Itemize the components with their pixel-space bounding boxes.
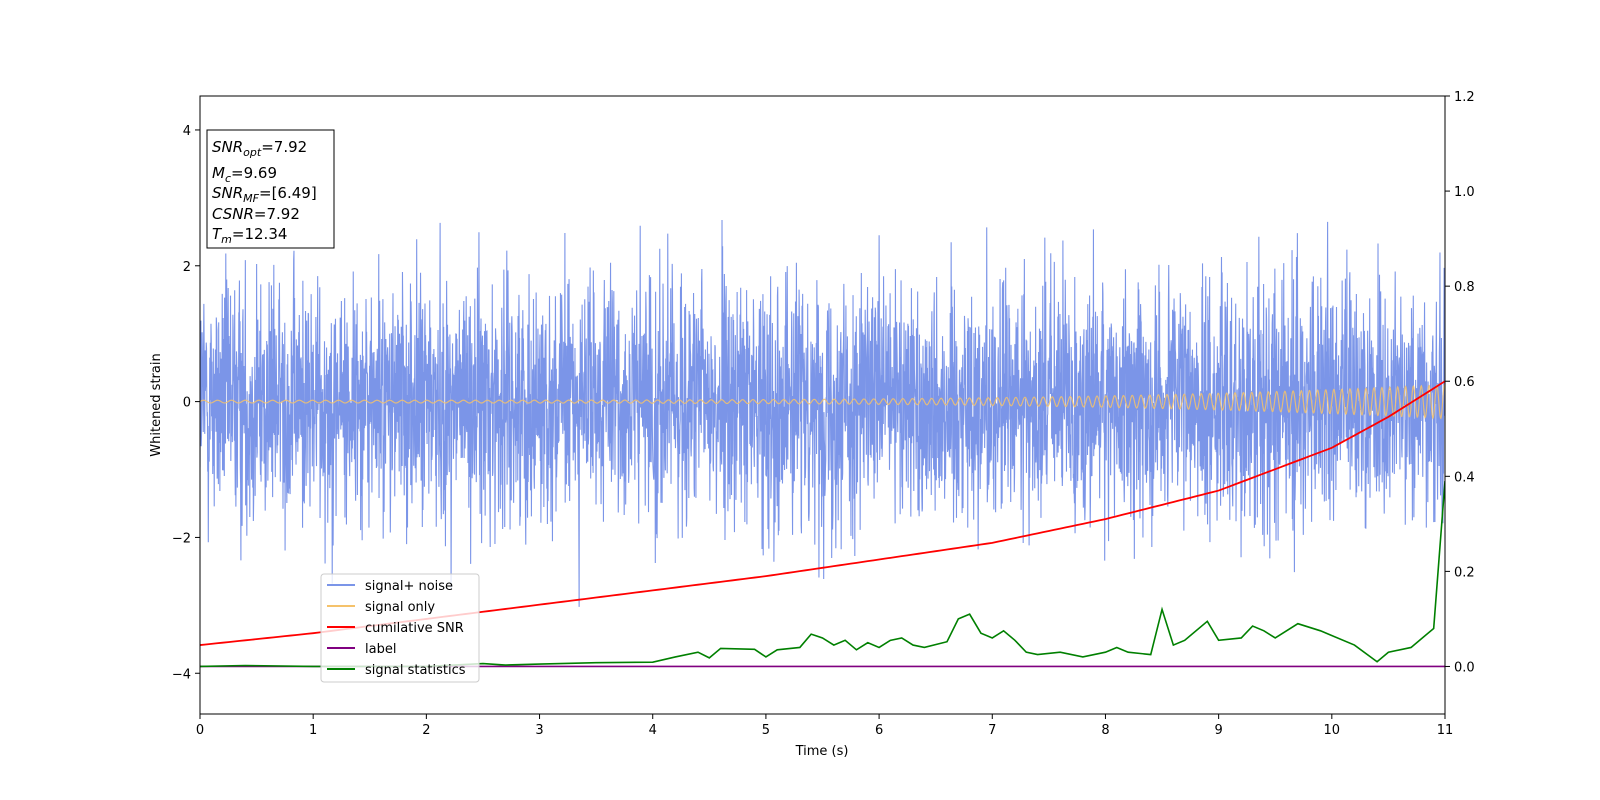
x-tick-label: 5 xyxy=(762,723,770,738)
x-axis-label: Time (s) xyxy=(795,744,849,759)
x-tick-label: 4 xyxy=(649,723,657,738)
y2-tick-label: 0.4 xyxy=(1454,470,1475,485)
legend: signal+ noise signal only cumilative SNR la… xyxy=(320,573,480,683)
x-tick-label: 10 xyxy=(1324,723,1341,738)
legend-label: cumilative SNR xyxy=(365,621,464,636)
y-tick-label: −4 xyxy=(172,667,191,682)
legend-frame xyxy=(320,573,480,683)
y2-tick-label: 0.8 xyxy=(1454,280,1475,295)
axes: 0 1 2 3 4 5 6 7 8 9 10 11 4 2 0 −2 −4 1.2 1.0 0.8 0.6 0.4 0.2 0… xyxy=(172,90,1475,738)
x-tick-label: 8 xyxy=(1101,723,1109,738)
info-box-line: SNRopt=7.92 xyxy=(212,138,307,159)
x-tick-label: 0 xyxy=(196,723,204,738)
info-box-line: CSNR=7.92 xyxy=(212,205,300,223)
plot-frame xyxy=(199,95,1446,715)
info-box-line: Tm=12.34 xyxy=(212,225,287,246)
x-tick-label: 6 xyxy=(875,723,883,738)
y2-tick-label: 1.0 xyxy=(1454,185,1475,200)
y2-tick-label: 0.0 xyxy=(1454,660,1475,675)
legend-label: signal statistics xyxy=(365,663,466,678)
y-tick-label: 0 xyxy=(183,396,191,411)
y2-tick-label: 1.2 xyxy=(1454,90,1475,105)
y-tick-label: −2 xyxy=(172,531,191,546)
info-box-frame xyxy=(206,129,335,249)
series-signal-only-line xyxy=(200,383,1445,420)
x-tick-label: 2 xyxy=(422,723,430,738)
y-tick-label: 2 xyxy=(183,260,191,275)
y-axis-label: Whitened strain xyxy=(149,353,164,456)
legend-label: label xyxy=(365,642,396,657)
legend-label: signal+ noise xyxy=(365,579,453,594)
y2-tick-label: 0.2 xyxy=(1454,565,1475,580)
x-tick-label: 9 xyxy=(1214,723,1222,738)
x-tick-label: 1 xyxy=(309,723,317,738)
x-tick-label: 7 xyxy=(988,723,996,738)
x-tick-label: 3 xyxy=(535,723,543,738)
info-box-line: SNRMF=[6.49] xyxy=(212,184,317,205)
series-signal-noise-line xyxy=(200,220,1445,607)
y2-tick-label: 0.6 xyxy=(1454,375,1475,390)
x-tick-label: 11 xyxy=(1437,723,1454,738)
series-signal-statistics-line xyxy=(200,480,1445,668)
legend-label: signal only xyxy=(365,600,435,615)
info-box-line: Mc=9.69 xyxy=(212,164,277,185)
y-tick-label: 4 xyxy=(183,124,191,139)
